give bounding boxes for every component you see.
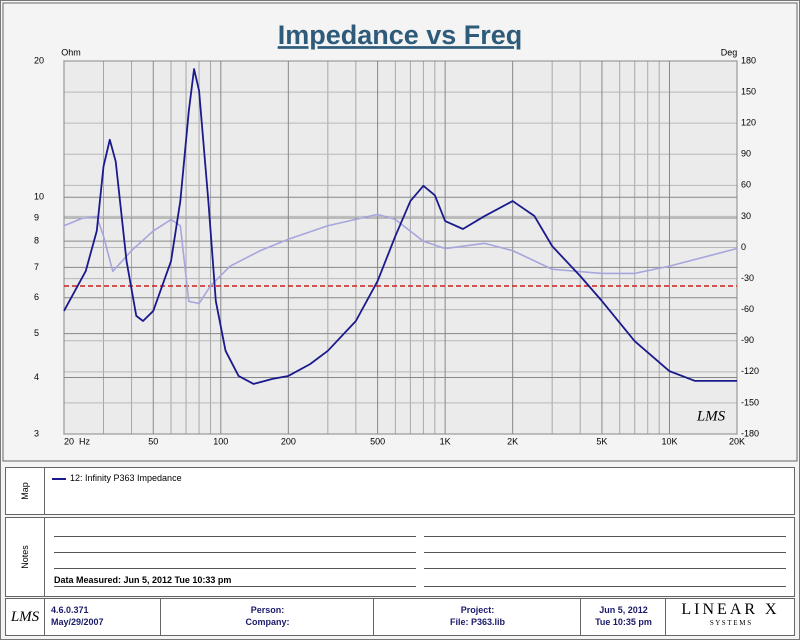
y-tick-label: 5 <box>34 328 39 338</box>
x-tick-label: 50 <box>148 436 158 446</box>
version-date: May/29/2007 <box>51 617 104 627</box>
y-tick-label: 7 <box>34 262 39 272</box>
version: 4.6.0.371 <box>51 605 89 615</box>
notes-side: Notes <box>6 518 45 596</box>
legend-swatch <box>52 478 66 480</box>
y2-tick-label: -150 <box>741 397 759 407</box>
footer-logo: LMS <box>6 599 45 635</box>
x-tick-label: 5K <box>596 436 607 446</box>
project: Project: <box>460 605 495 615</box>
project-cell: Project: File: P363.lib <box>375 599 581 635</box>
map-panel: Map 12: Infinity P363 Impedance <box>5 467 795 515</box>
time: Tue 10:35 pm <box>595 617 652 627</box>
y-tick-label: 8 <box>34 236 39 246</box>
y2-tick-label: 150 <box>741 86 756 96</box>
x-tick-label: 200 <box>281 436 296 446</box>
y2-tick-label: -60 <box>741 304 754 314</box>
x-tick-label: 1K <box>440 436 451 446</box>
notes-text: Data Measured: Jun 5, 2012 Tue 10:33 pm <box>54 575 232 585</box>
y2-tick-label: 60 <box>741 180 751 190</box>
y-tick-label: 6 <box>34 292 39 302</box>
y-axis-label: Ohm <box>61 47 81 57</box>
series-line <box>63 213 738 305</box>
chart-title: Impedance vs Freq <box>278 20 523 50</box>
watermark: LMS <box>696 408 726 424</box>
brand-cell: LINEAR X S Y S T E M S <box>667 601 794 627</box>
y2-tick-label: -120 <box>741 366 759 376</box>
version-cell: 4.6.0.371 May/29/2007 <box>45 599 161 635</box>
y-tick-label: 3 <box>34 428 39 438</box>
y-tick-label: 10 <box>34 192 44 202</box>
x-tick-label: 500 <box>370 436 385 446</box>
y2-tick-label: 120 <box>741 118 756 128</box>
x-tick-label: 20 Hz <box>64 436 91 446</box>
notes-panel: Notes Data Measured: Jun 5, 2012 Tue 10:… <box>5 517 795 597</box>
brand: LINEAR X <box>681 601 780 618</box>
footer: LMS 4.6.0.371 May/29/2007 Person: Company:… <box>5 598 795 636</box>
x-tick-label: 2K <box>507 436 518 446</box>
y-tick-label: 4 <box>34 372 39 382</box>
y2-tick-label: -180 <box>741 428 759 438</box>
company: Company: <box>245 617 290 627</box>
y2-axis-label: Deg <box>721 47 738 57</box>
map-title: Map <box>20 482 30 500</box>
chart: Impedance vs Freq Ohm Deg LMS 20 Hz 50 100… <box>2 2 798 462</box>
y2-tick-label: 30 <box>741 211 751 221</box>
y2-tick-label: 180 <box>741 55 756 65</box>
notes-title: Notes <box>20 545 30 569</box>
y2-tick-label: -90 <box>741 335 754 345</box>
person: Person: <box>250 605 285 615</box>
person-cell: Person: Company: <box>162 599 374 635</box>
date-cell: Jun 5, 2012 Tue 10:35 pm <box>582 599 666 635</box>
y-tick-label: 20 <box>34 55 44 65</box>
y-tick-label: 9 <box>34 212 39 222</box>
x-tick-label: 100 <box>213 436 228 446</box>
legend-entry: 12: Infinity P363 Impedance <box>70 473 182 483</box>
y2-tick-label: 0 <box>741 242 746 252</box>
x-tick-label: 20K <box>729 436 745 446</box>
series-line <box>63 68 737 385</box>
map-side: Map <box>6 468 45 514</box>
file: File: P363.lib <box>449 617 506 627</box>
x-tick-label: 10K <box>661 436 677 446</box>
y2-tick-label: 90 <box>741 149 751 159</box>
y2-tick-label: -30 <box>741 273 754 283</box>
date: Jun 5, 2012 <box>599 605 648 615</box>
brand-sub: S Y S T E M S <box>709 619 752 627</box>
